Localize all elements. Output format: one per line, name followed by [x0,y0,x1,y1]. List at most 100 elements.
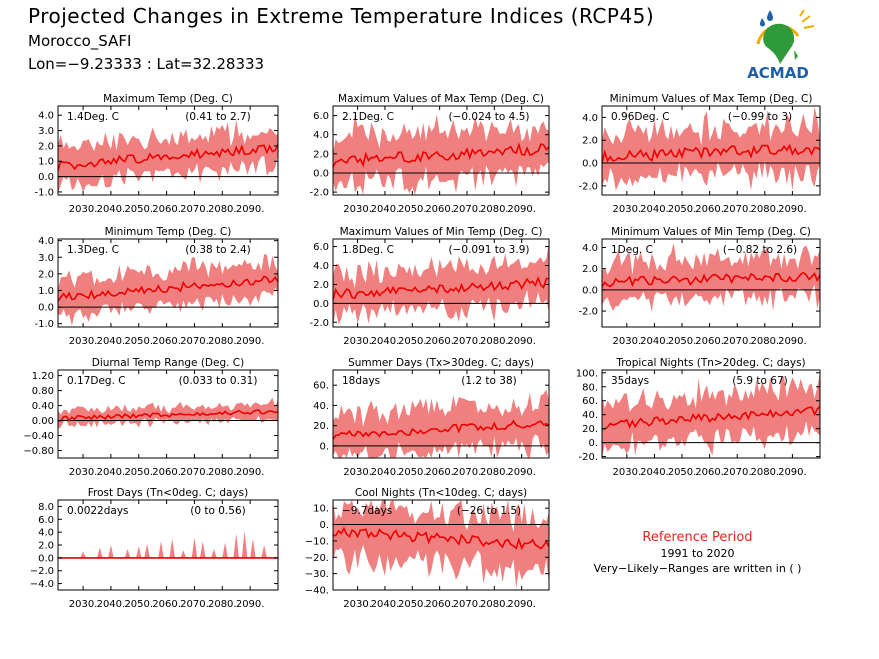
plot-frame [601,105,821,196]
y-tick-label: 3.0 [38,126,54,137]
x-tick-label: 2090. [236,599,265,610]
y-tick-label: -2.0 [578,307,598,318]
x-tick-label: 2090. [778,467,807,478]
location-label: Morocco_SAFI [28,32,132,50]
x-tick-label: 2040. [640,467,669,478]
x-tick-label: 2080. [480,599,509,610]
x-tick-label: 2050. [124,599,153,610]
chart-panel-2: 6.0 4.0 2.0 0.0 -2.0 2030.2040.2050.2060.2070… [309,93,550,215]
x-tick-label: 2030. [69,336,98,347]
x-tick-label: 2090. [236,467,265,478]
y-tick-label: 0.0 [38,303,54,314]
x-tick-label: 2060. [152,336,181,347]
y-tick-label: 8.0 [38,502,54,513]
x-tick-label: 2050. [124,204,153,215]
x-tick-label: 2030. [343,204,372,215]
y-tick-label: 20. [313,421,329,432]
reference-period-box: Reference Period 1991 to 2020 Very−Likel… [590,530,805,575]
y-tick-label: 0.00 [32,416,54,427]
x-tick-label: 2050. [398,204,427,215]
x-tick-label: 2080. [480,336,509,347]
x-tick-label: 2060. [425,467,454,478]
y-tick-label: −0.40 [23,431,54,442]
mean-change-label: 1.3Deg. C [67,244,119,256]
y-tick-label: -2.0 [309,188,329,199]
x-tick-label: 2030. [343,336,372,347]
x-tick-label: 2030. [613,204,642,215]
chart-title: Tropical Nights (Tn>20deg. C; days) [615,357,805,369]
mean-line [332,526,550,551]
x-tick-label: 2090. [236,204,265,215]
x-tick-label: 2070. [453,336,482,347]
mean-line [57,275,279,302]
x-tick-label: 2070. [723,204,752,215]
y-tick-label: 1.20 [32,371,54,382]
plot-frame [57,369,279,459]
x-tick-label: 2070. [453,204,482,215]
y-tick-label: 2.0 [38,541,54,552]
plot-frame [332,105,550,196]
mean-change-label: 35days [611,375,649,387]
x-tick-label: 2040. [371,599,400,610]
y-tick-label: 0.0 [313,299,329,310]
x-tick-label: 2090. [236,336,265,347]
x-tick-label: 2050. [668,467,697,478]
y-tick-label: 0.80 [32,386,54,397]
y-tick-label: −4.0 [30,579,54,590]
y-tick-label: 2.0 [582,264,598,275]
plot-frame [601,238,821,328]
x-tick-label: 2090. [778,336,807,347]
chart-title: Minimum Temp (Deg. C) [105,226,232,238]
x-tick-label: 2090. [507,467,536,478]
plot-frame [332,238,550,328]
chart-panel-5: 6.0 4.0 2.0 0.0 -2.0 2030.2040.2050.2060.2070… [309,226,550,347]
y-tick-label: -1.0 [34,319,54,330]
likely-range-label: (−0.82 to 2.6) [723,244,797,256]
x-tick-label: 2040. [640,204,669,215]
x-tick-label: 2040. [97,204,126,215]
mean-line [332,141,550,168]
y-tick-label: 80. [582,382,598,393]
x-tick-label: 2050. [398,467,427,478]
x-tick-label: 2030. [69,599,98,610]
band-spike [222,542,228,558]
mean-change-label: 18days [342,375,380,387]
y-tick-label: -20. [578,452,598,463]
x-tick-label: 2050. [124,336,153,347]
y-tick-label: 2.0 [38,141,54,152]
mean-line [332,419,550,440]
chart-panel-11: 10. 0. −10. −20. −30. −40. 2030.2040.2050.2060… [305,487,550,610]
mean-line [57,409,279,422]
chart-panel-6: 4.02.00.0-2.02030.2040.2050.2060.2070.20… [578,226,821,347]
x-tick-label: 2080. [208,599,237,610]
y-tick-label: 100. [576,368,598,379]
likely-range-label: (0.41 to 2.7) [185,111,251,123]
band-spike [80,551,86,558]
x-tick-label: 2040. [97,336,126,347]
y-tick-label: 4.0 [313,261,329,272]
mean-change-label: 2.1Deg. C [342,111,394,123]
plot-frame [332,369,550,459]
y-tick-label: 0. [588,438,598,449]
y-tick-label: −10. [305,536,329,547]
y-tick-label: -2.0 [309,318,329,329]
x-tick-label: 2060. [695,336,724,347]
likely-range-band [333,500,549,589]
band-spike [144,543,150,558]
x-tick-label: 2030. [343,599,372,610]
likely-range-band [333,242,549,327]
band-spike [233,533,239,558]
band-spike [250,538,256,558]
x-tick-label: 2030. [69,467,98,478]
logo-text: ACMAD [747,64,809,82]
chart-panel-3: 4.02.00.0-2.02030.2040.2050.2060.2070.20… [578,93,821,215]
band-spike [97,547,103,558]
x-tick-label: 2040. [97,599,126,610]
x-tick-label: 2080. [208,467,237,478]
y-tick-label: 0. [319,520,329,531]
likely-range-label: (0.033 to 0.31) [179,375,258,387]
y-tick-label: 4.0 [38,528,54,539]
x-tick-label: 2070. [180,204,209,215]
chart-title: Minimum Values of Min Temp (Deg. C) [611,226,811,238]
